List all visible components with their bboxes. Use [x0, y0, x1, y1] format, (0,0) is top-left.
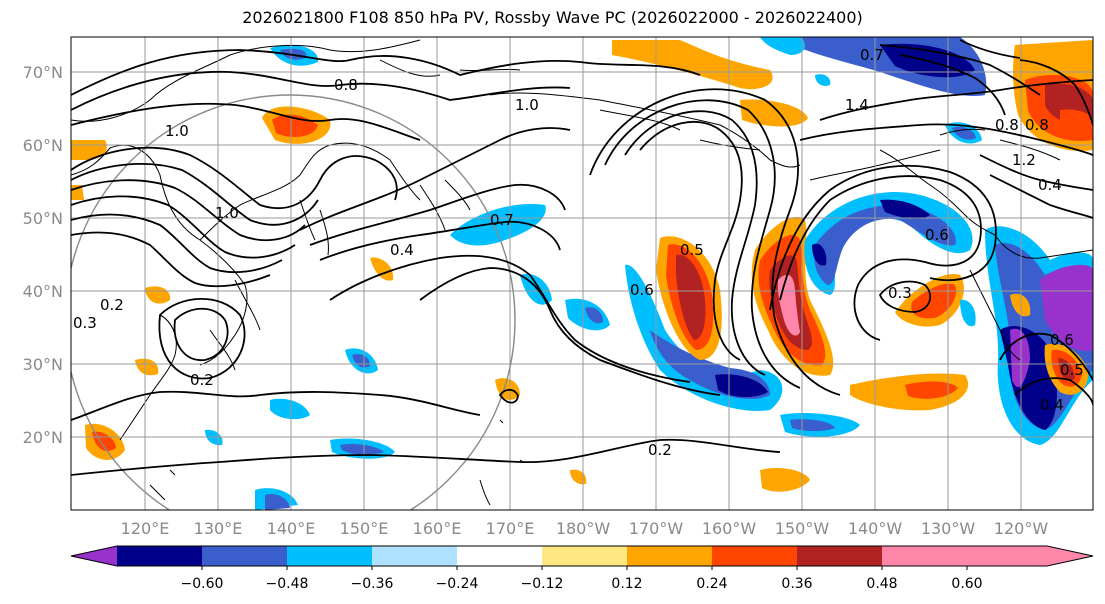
contour-label: 0.8 — [1025, 116, 1049, 134]
lon-label: 120°E — [121, 519, 170, 538]
plot-border — [70, 36, 1094, 511]
lat-label: 70°N — [23, 63, 63, 82]
contour-label: 0.3 — [73, 314, 97, 332]
colorbar-segment — [712, 546, 797, 566]
lon-label: 130°E — [194, 519, 243, 538]
colorbar-segment — [117, 546, 202, 566]
reference-circle — [71, 94, 516, 510]
colorbar-tick-label: −0.48 — [266, 576, 309, 592]
contour-label: 0.7 — [490, 211, 514, 229]
contour-label: 0.3 — [888, 284, 912, 302]
contour-label: 1.0 — [215, 204, 239, 222]
contour-label: 0.4 — [1038, 176, 1062, 194]
lon-label: 160°E — [413, 519, 462, 538]
longitude-labels: 120°E 130°E 140°E 150°E 160°E 170°E 180°… — [121, 519, 1049, 538]
colorbar-segment — [457, 546, 542, 566]
colorbar-tick-label: −0.36 — [351, 576, 394, 592]
contour-label-group: 0.8 0.8 1.0 1.0 1.4 0.8 1.2 0.4 0.3 0.5 … — [73, 46, 1084, 459]
contour-label: 1.4 — [845, 96, 869, 114]
colorbar-tick-label: 0.60 — [951, 576, 982, 592]
pv-contours — [71, 39, 1093, 476]
lat-label: 20°N — [23, 428, 63, 447]
colorbar-tick-label: −0.24 — [436, 576, 479, 592]
colorbar-tick-label: 0.48 — [866, 576, 897, 592]
contour-label: 0.4 — [390, 241, 414, 259]
colorbar-tick-label: −0.60 — [181, 576, 224, 592]
colorbar-extend-low — [71, 546, 117, 566]
colorbar-tick-label: 0.24 — [696, 576, 727, 592]
lon-label: 140°W — [848, 519, 903, 538]
contour-label: 0.7 — [860, 46, 884, 64]
contour-label: 0.8 — [995, 116, 1019, 134]
colorbar-outline — [70, 545, 1094, 567]
lon-label: 140°E — [267, 519, 316, 538]
lon-label: 130°W — [921, 519, 976, 538]
lon-label: 180°W — [556, 519, 611, 538]
colorbar-segment — [372, 546, 457, 566]
contour-label: 0.2 — [648, 441, 672, 459]
contour-label: 1.2 — [1012, 151, 1036, 169]
contour-label: 1.0 — [515, 96, 539, 114]
latitude-labels: 70°N 60°N 50°N 40°N 30°N 20°N — [23, 63, 63, 447]
graticule — [71, 37, 1093, 510]
lon-label: 160°W — [702, 519, 757, 538]
colorbar-tick-label: 0.36 — [781, 576, 812, 592]
lat-label: 30°N — [23, 355, 63, 374]
lon-label: 120°W — [994, 519, 1049, 538]
contour-label: 0.2 — [190, 371, 214, 389]
lon-label: 150°E — [340, 519, 389, 538]
colorbar-segment — [287, 546, 372, 566]
lon-label: 170°E — [486, 519, 535, 538]
lat-label: 40°N — [23, 282, 63, 301]
contour-label: 0.8 — [334, 76, 358, 94]
contour-label: 0.2 — [100, 296, 124, 314]
colorbar-segment — [627, 546, 712, 566]
colorbar-extend-high — [967, 546, 1093, 566]
colorbar-segment — [797, 546, 882, 566]
contour-label: 0.4 — [1040, 396, 1064, 414]
colorbar-tick-label: −0.12 — [521, 576, 564, 592]
pv-shading — [71, 37, 1093, 510]
lon-label: 170°W — [629, 519, 684, 538]
lon-label: 150°W — [775, 519, 830, 538]
colorbar-tick-label: 0.12 — [611, 576, 642, 592]
colorbar: −0.60 −0.48 −0.36 −0.24 −0.12 0.12 0.24 … — [70, 545, 1094, 592]
lat-label: 50°N — [23, 209, 63, 228]
lat-label: 60°N — [23, 136, 63, 155]
colorbar-segment — [882, 546, 967, 566]
colorbar-segment — [542, 546, 627, 566]
contour-label: 0.5 — [1060, 361, 1084, 379]
plot-area — [71, 37, 1093, 510]
contour-label: 0.6 — [925, 226, 949, 244]
contour-label: 0.6 — [630, 281, 654, 299]
contour-label: 1.0 — [165, 122, 189, 140]
contour-label: 0.6 — [1050, 331, 1074, 349]
colorbar-segment — [202, 546, 287, 566]
map-title: 2026021800 F108 850 hPa PV, Rossby Wave … — [242, 8, 863, 27]
contour-label: 0.5 — [680, 241, 704, 259]
